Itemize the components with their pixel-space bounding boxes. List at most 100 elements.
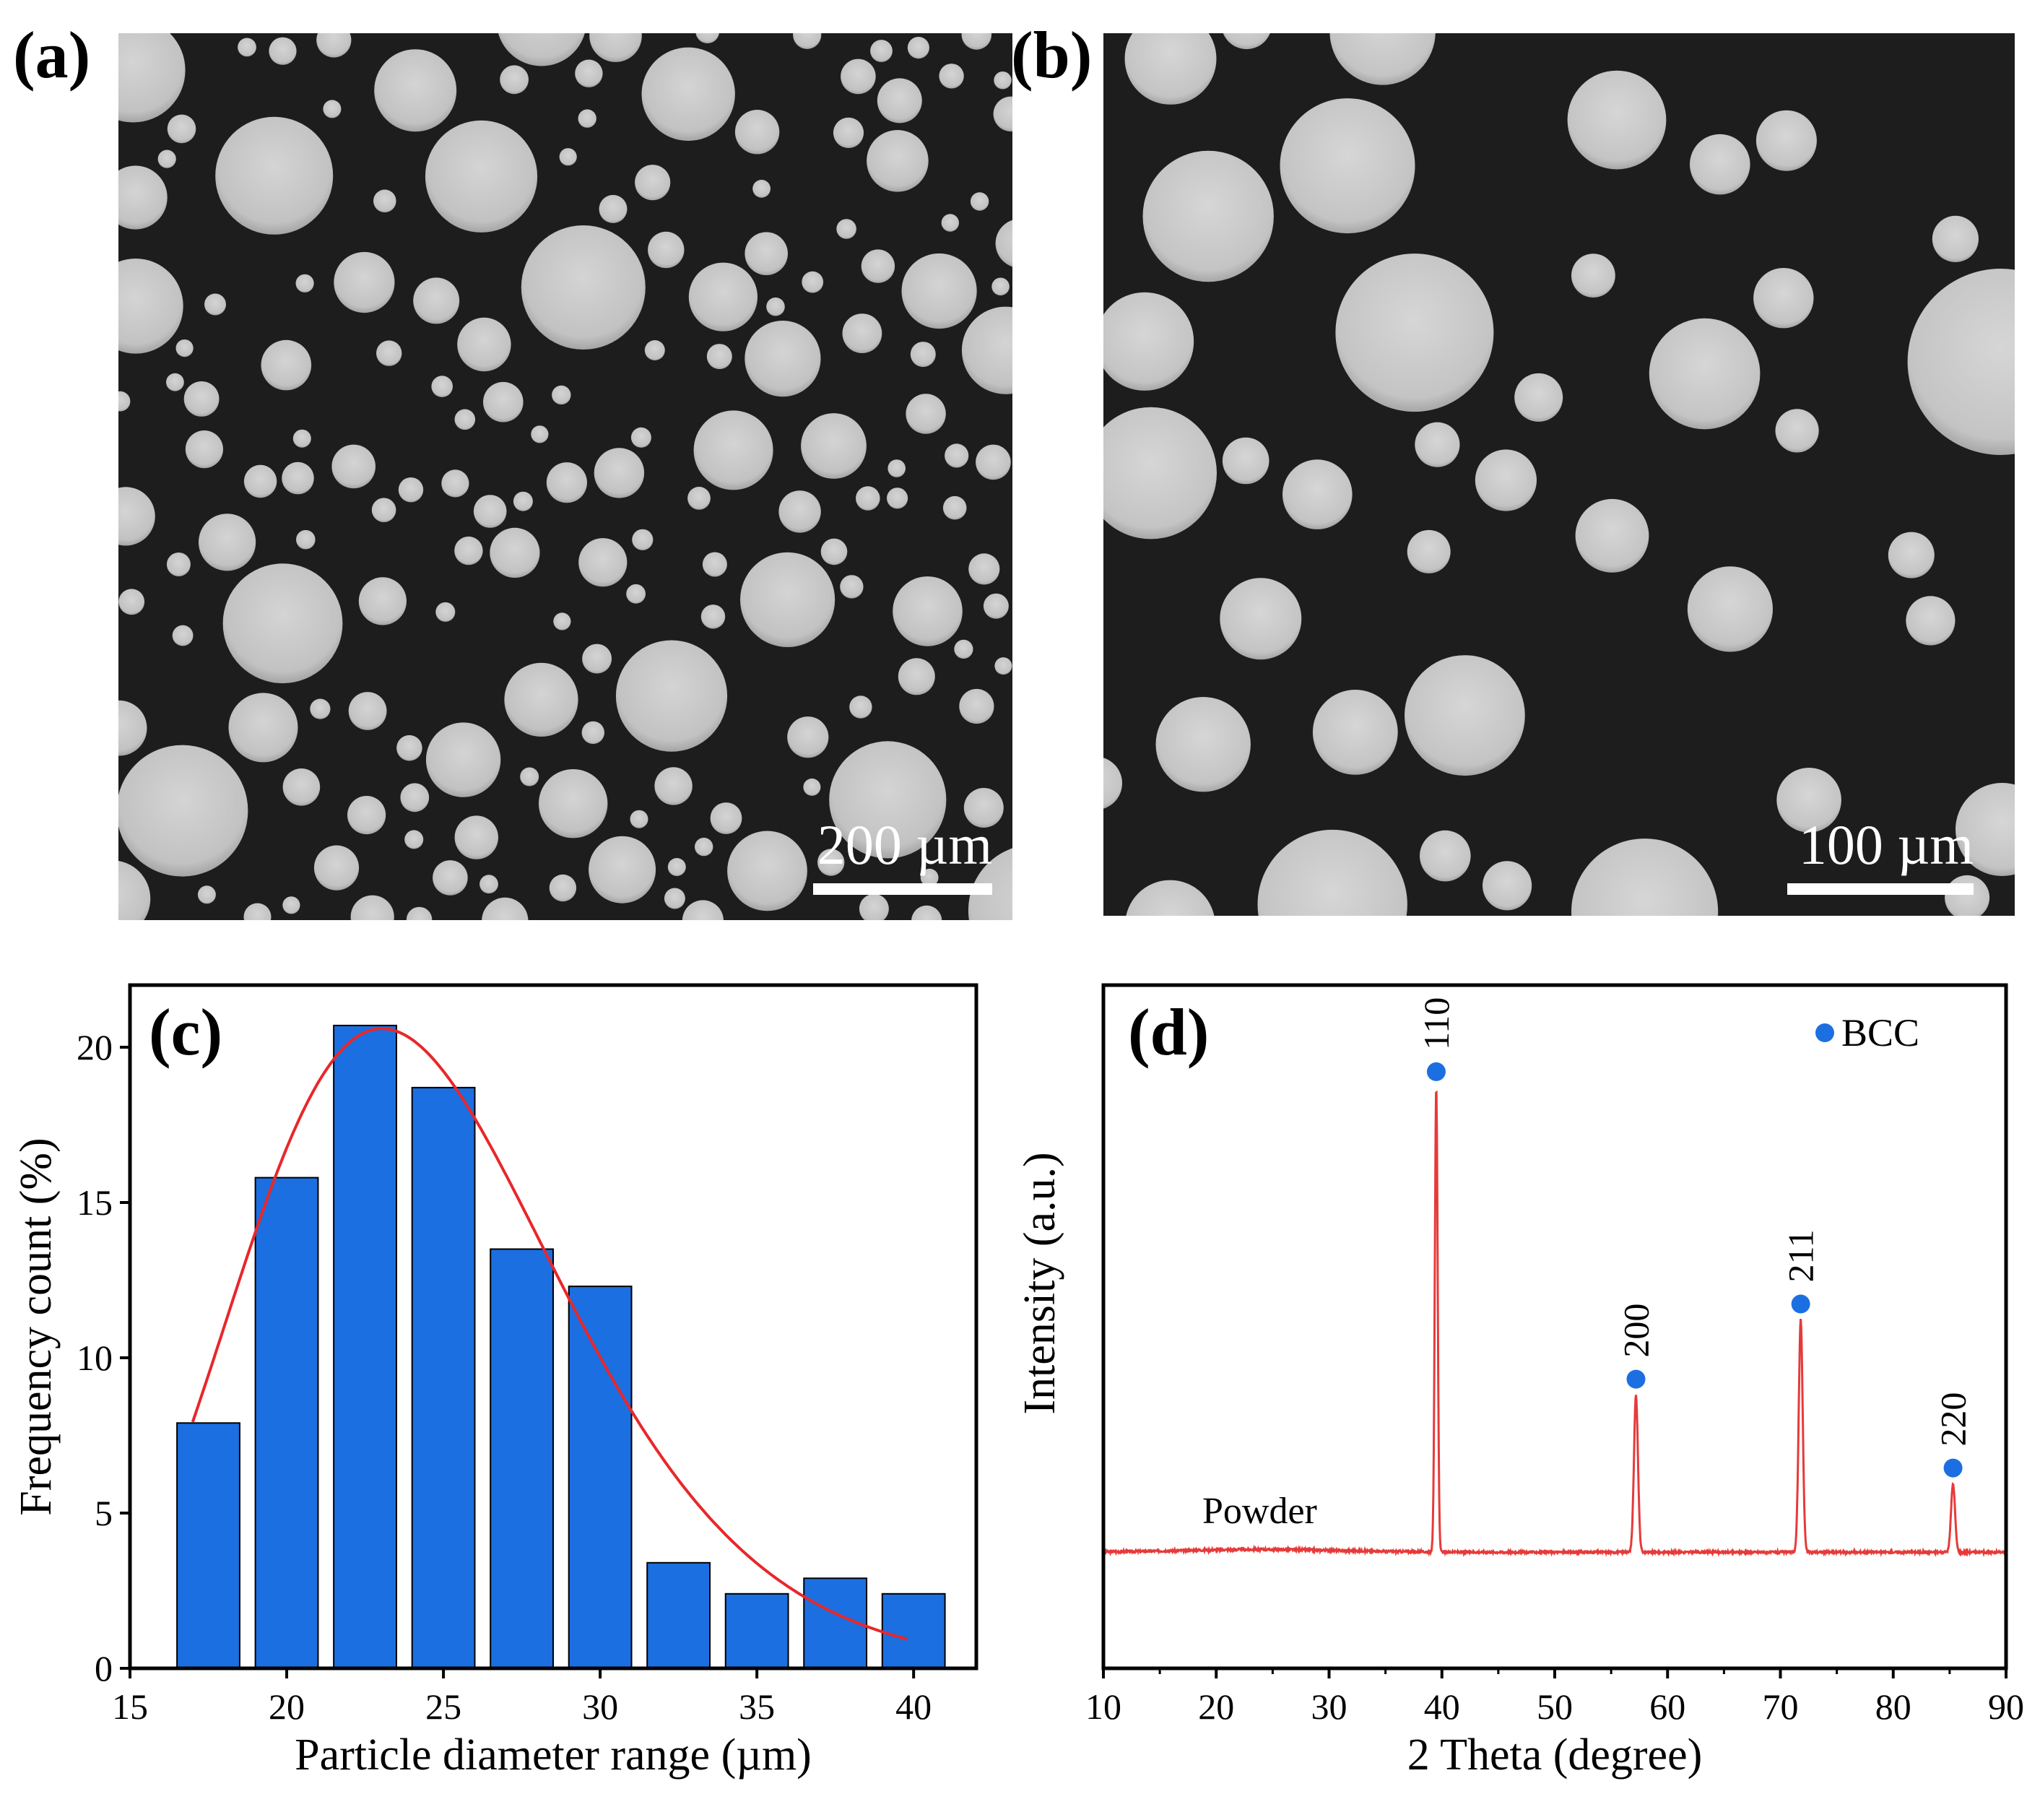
powder-particle — [1257, 829, 1407, 916]
powder-particle — [238, 38, 256, 57]
powder-particle — [911, 905, 942, 920]
powder-particle — [553, 612, 571, 630]
powder-particle — [802, 271, 824, 293]
powder-particle — [490, 527, 540, 578]
plot-frame — [128, 983, 978, 1670]
powder-particle — [994, 657, 1012, 675]
powder-particle — [961, 306, 1012, 394]
powder-particle — [991, 277, 1010, 296]
powder-particle — [531, 425, 549, 443]
powder-particle — [787, 716, 829, 758]
histogram-bar — [646, 1561, 711, 1669]
peak-hkl-label: 211 — [1781, 1229, 1821, 1282]
powder-particle — [1312, 690, 1398, 775]
powder-particle — [859, 893, 889, 920]
powder-particle — [1932, 215, 1979, 262]
powder-particle — [431, 376, 453, 397]
powder-particle — [1956, 783, 2015, 876]
x-tick-label: 30 — [582, 1686, 618, 1727]
x-tick-label: 60 — [1649, 1686, 1685, 1727]
powder-particle — [1753, 268, 1814, 329]
powder-particle — [166, 373, 184, 391]
powder-particle — [222, 563, 343, 684]
powder-particle — [513, 491, 533, 511]
powder-particle — [702, 552, 727, 577]
powder-particle — [700, 604, 726, 629]
powder-particle — [836, 219, 856, 239]
powder-particle — [295, 274, 314, 292]
powder-particle — [1126, 880, 1215, 916]
powder-particle — [118, 589, 145, 615]
powder-particle — [1906, 596, 1956, 646]
x-tick-label: 25 — [425, 1686, 461, 1727]
powder-particle — [296, 529, 316, 550]
powder-particle — [840, 575, 864, 599]
powder-particle — [1220, 578, 1302, 660]
powder-particle — [1103, 407, 1217, 540]
powder-particle — [199, 514, 256, 571]
powder-particle — [961, 33, 992, 50]
histogram-bar — [568, 1286, 633, 1670]
powder-particle — [910, 342, 936, 368]
powder-particle — [945, 443, 969, 468]
panel-b-label: (b) — [1011, 18, 1093, 92]
bcc-peak-marker — [1426, 1062, 1446, 1081]
powder-particle — [118, 391, 131, 412]
y-tick-label: 20 — [77, 1027, 113, 1067]
powder-particle — [269, 37, 297, 65]
powder-particle — [396, 734, 422, 761]
powder-particle — [118, 33, 186, 123]
powder-particle — [695, 837, 713, 857]
peak-hkl-label: 220 — [1933, 1392, 1974, 1447]
x-tick-label: 15 — [112, 1686, 148, 1727]
histogram-bar — [176, 1422, 240, 1669]
powder-particle — [983, 593, 1009, 619]
powder-particle — [454, 536, 483, 566]
powder-particle — [559, 148, 577, 166]
powder-particle — [578, 109, 596, 128]
powder-particle — [778, 490, 821, 533]
powder-particle — [954, 639, 973, 659]
scale-bar-b — [1787, 883, 1974, 895]
powder-particle — [1907, 269, 2015, 455]
powder-particle — [1687, 566, 1773, 652]
powder-particle — [400, 783, 430, 812]
powder-particle — [498, 33, 585, 66]
histogram-bar — [724, 1592, 789, 1669]
powder-particle — [615, 640, 728, 752]
scale-bar-a — [813, 883, 992, 895]
powder-particle — [630, 810, 648, 828]
histogram-bar — [490, 1248, 554, 1669]
powder-particle — [1571, 838, 1719, 916]
powder-particle — [118, 860, 151, 920]
powder-particle — [654, 767, 693, 805]
powder-particle — [1483, 861, 1532, 911]
powder-particle — [994, 72, 1012, 90]
powder-particle — [693, 410, 773, 490]
powder-particle — [1124, 33, 1217, 105]
powder-particle — [626, 584, 646, 604]
powder-particle — [963, 788, 1004, 828]
powder-particle — [664, 888, 685, 909]
powder-particle — [632, 529, 654, 550]
y-axis-title: Frequency count (%) — [12, 1138, 61, 1515]
powder-particle — [1103, 292, 1194, 391]
powder-particle — [870, 40, 893, 62]
powder-particle — [1775, 409, 1819, 453]
powder-particle — [441, 469, 469, 498]
powder-particle — [228, 693, 298, 763]
powder-particle — [706, 344, 732, 370]
scale-bar-label-b: 100 µm — [1799, 813, 1974, 876]
powder-particle — [454, 815, 498, 859]
histogram-bar — [333, 1024, 397, 1669]
powder-particle — [1567, 70, 1667, 170]
powder-particle — [1223, 33, 1270, 50]
powder-particle — [175, 339, 194, 358]
x-tick-label: 30 — [1311, 1686, 1347, 1727]
powder-particle — [849, 696, 872, 719]
powder-particle — [893, 576, 963, 646]
bcc-peak-marker — [1943, 1458, 1963, 1478]
powder-particle — [970, 192, 989, 211]
powder-particle — [907, 37, 929, 59]
